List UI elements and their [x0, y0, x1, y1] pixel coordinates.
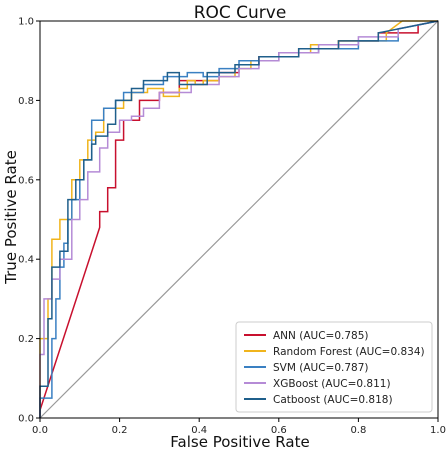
y-tick-label: 0.8	[18, 96, 34, 107]
y-axis-title: True Positive Rate	[2, 150, 20, 285]
plot-frame	[39, 20, 439, 419]
x-axis-title: False Positive Rate	[170, 433, 309, 451]
legend-label-0: ANN (AUC=0.785)	[273, 330, 368, 342]
y-tick-label: 0.6	[18, 175, 34, 186]
y-tick-label: 0.2	[18, 334, 34, 345]
x-tick-label: 1.0	[430, 425, 446, 436]
legend-label-1: Random Forest (AUC=0.834)	[273, 346, 425, 358]
x-tick-label: 0.4	[191, 425, 207, 436]
y-tick-label: 1.0	[18, 17, 34, 28]
plot-area: 0.0 0.2 0.4 0.6 0.8 1.0 0.0 0.2 0.4 0.6 0.8 1.0	[18, 17, 446, 437]
legend-label-4: Catboost (AUC=0.818)	[273, 394, 393, 406]
y-tick-label: 0.0	[18, 414, 34, 425]
x-tick-label: 0.6	[271, 425, 287, 436]
chart-title: ROC Curve	[194, 3, 287, 23]
legend-box	[235, 321, 433, 413]
diagonal-reference-line	[39, 20, 439, 419]
x-tick-label: 0.8	[350, 425, 366, 436]
legend-label-2: SVM (AUC=0.787)	[273, 362, 369, 374]
y-tick-label: 0.4	[18, 255, 34, 266]
x-tick-label: 0.0	[32, 425, 48, 436]
x-tick-label: 0.2	[112, 425, 128, 436]
series-line-4	[39, 20, 439, 418]
legend: ANN (AUC=0.785) Random Forest (AUC=0.834)…	[235, 321, 433, 413]
legend-label-3: XGBoost (AUC=0.811)	[273, 378, 391, 390]
